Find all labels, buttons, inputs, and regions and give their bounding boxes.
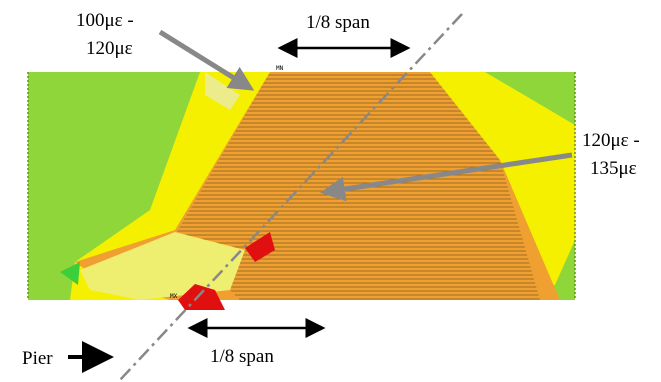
label: MN <box>276 65 284 72</box>
label: 120με <box>86 38 133 59</box>
pointer-arrow <box>158 29 255 91</box>
label: MX <box>170 293 178 300</box>
pier-line <box>119 13 463 381</box>
label: Pier <box>22 348 53 369</box>
contour-plate <box>27 72 576 310</box>
label: 1/8 span <box>306 12 370 33</box>
label: 1/8 span <box>210 346 274 367</box>
label: 100με - <box>76 10 134 31</box>
pointer-arrow <box>320 152 573 202</box>
label: 120με - <box>582 130 640 151</box>
label: 135με <box>590 158 637 179</box>
